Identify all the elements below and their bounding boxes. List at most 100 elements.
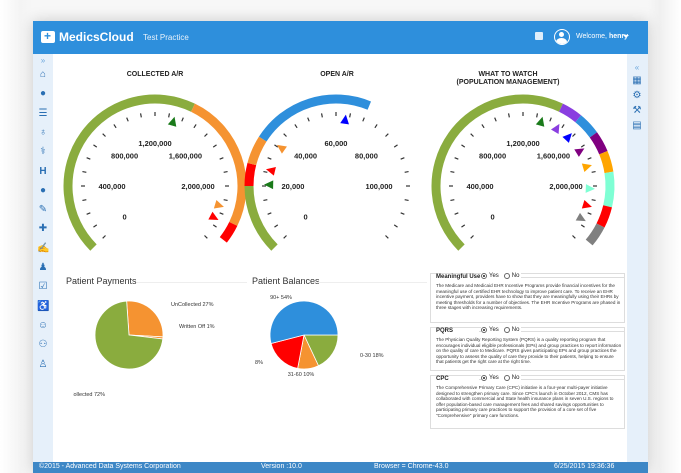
gauge-tick	[212, 224, 217, 228]
gauge-band	[244, 185, 278, 251]
gauge-label: 60,000	[325, 139, 348, 148]
gauge-label: 800,000	[479, 152, 506, 161]
collapse-sidebar-toggle[interactable]: «	[634, 63, 640, 72]
grid-icon[interactable]: ▦	[632, 75, 642, 86]
gauge-title-open-ar: OPEN A/R	[277, 71, 397, 79]
wheelchair-icon[interactable]: ♿	[37, 300, 50, 312]
radio-no-label[interactable]: No	[511, 273, 520, 279]
gauge-marker	[535, 116, 545, 127]
radio-yes[interactable]	[481, 327, 487, 333]
gauge-tick	[572, 133, 576, 137]
patient-payments-title: Patient Payments	[66, 276, 137, 286]
gauge-tick	[263, 199, 268, 202]
user-settings-icon[interactable]: ♟	[38, 262, 48, 273]
panel-text: The Medicare and Medicaid EHR Incentive …	[436, 283, 621, 311]
hospital-icon[interactable]: H	[39, 165, 47, 177]
document-edit-icon[interactable]: ☑	[38, 281, 48, 293]
gauge-tick	[454, 157, 459, 160]
gauge-tick	[549, 117, 552, 122]
gauge-tick	[294, 124, 298, 129]
gauge-title-what-to-watch: WHAT TO WATCH (POPULATION MANAGEMENT)	[443, 71, 573, 87]
panel-title: CPC	[435, 376, 450, 382]
expand-sidebar-toggle[interactable]: »	[40, 56, 46, 65]
pill-icon[interactable]: ●	[39, 184, 47, 196]
divider	[137, 282, 247, 283]
gauge-band	[219, 221, 238, 243]
baby-icon[interactable]: ☺	[37, 319, 49, 331]
radio-yes[interactable]	[481, 273, 487, 279]
family-icon[interactable]: ⚇	[38, 339, 48, 351]
surgery-bed-icon[interactable]: ⚕	[40, 146, 46, 158]
gauge-tick	[385, 235, 389, 239]
medical-kit-icon	[41, 29, 55, 43]
radio-no-label[interactable]: No	[511, 375, 520, 381]
gauge-label: 400,000	[466, 182, 493, 191]
gauge-title-line: WHAT TO WATCH	[478, 71, 538, 78]
gauge-tick	[263, 170, 268, 173]
gauge-tick	[307, 117, 310, 122]
app-window: MedicsCloud Test Practice Welcome, henry…	[33, 21, 648, 473]
list-icon[interactable]: ☰	[38, 107, 48, 119]
panel-text: The Comprehensive Primary Care (CPC) ini…	[436, 385, 614, 418]
gauge-label: 0	[304, 212, 308, 221]
gauge-tick	[267, 212, 272, 215]
gauge-tick	[283, 133, 287, 137]
radio-no[interactable]	[503, 273, 510, 279]
pie-label: Collected 72%	[73, 392, 105, 398]
book-icon[interactable]: ▤	[632, 120, 642, 131]
stethoscope-icon[interactable]: ♁	[39, 126, 47, 138]
radio-yes-label[interactable]: Yes	[489, 273, 499, 279]
radio-no[interactable]	[503, 327, 510, 333]
gears-icon[interactable]: ⚙	[632, 90, 642, 101]
gauge-label: 100,000	[365, 182, 392, 191]
home-icon[interactable]: ⌂	[39, 69, 47, 80]
gauge-tick	[385, 133, 389, 137]
wrench-icon[interactable]: ⚒	[632, 105, 642, 116]
gauge-tick	[470, 133, 474, 137]
gauge-marker	[550, 123, 560, 135]
gauge-band	[247, 136, 267, 166]
divider	[317, 282, 427, 283]
gauge-tick	[349, 113, 352, 118]
chevron-down-icon[interactable]	[623, 35, 629, 38]
practice-name[interactable]: Test Practice	[143, 33, 189, 42]
gauge-tick	[536, 113, 539, 118]
gauge-tick	[400, 212, 405, 215]
gauge-label: 400,000	[98, 182, 125, 191]
panel-title: Meaningful Use	[435, 274, 482, 280]
gauge-tick	[393, 144, 398, 148]
bandage-icon[interactable]: ✚	[38, 223, 48, 235]
radio-yes-label[interactable]: Yes	[489, 375, 499, 381]
gauge-tick	[212, 144, 217, 148]
radio-no[interactable]	[503, 375, 510, 381]
gauge-marker	[264, 180, 274, 190]
gauge-tick	[86, 157, 91, 160]
divider	[479, 379, 624, 380]
person-icon[interactable]: ♙	[38, 358, 48, 370]
divider	[479, 331, 624, 332]
avatar[interactable]	[554, 29, 570, 45]
pie-label: 31-60 10%	[288, 372, 315, 378]
gauge-marker	[575, 212, 586, 222]
gauge-title-collected-ar: COLLECTED A/R	[95, 71, 215, 79]
app-logo[interactable]: MedicsCloud	[41, 29, 134, 44]
welcome-user[interactable]: Welcome, henry	[576, 33, 628, 40]
patient-balances-title: Patient Balances	[252, 276, 320, 286]
radio-no-label[interactable]: No	[511, 327, 520, 333]
user-icon[interactable]: ●	[39, 88, 47, 100]
gauge-tick	[274, 224, 279, 228]
syringe-icon[interactable]: ✎	[38, 204, 48, 216]
gauge-tick	[591, 199, 596, 202]
pie-label: UnCollected 27%	[171, 302, 214, 308]
gauge-band	[596, 205, 612, 228]
gauge-tick	[461, 144, 466, 148]
gauge-tick	[102, 133, 106, 137]
gauge-tick	[168, 113, 171, 118]
radio-yes[interactable]	[481, 375, 487, 381]
radio-yes-label[interactable]: Yes	[489, 327, 499, 333]
version: Version :10.0	[261, 463, 302, 470]
gauge-marker	[581, 200, 592, 209]
calendar-icon[interactable]	[535, 32, 543, 40]
edit-note-icon[interactable]: ✍	[37, 242, 50, 254]
footer: ©2015 - Advanced Data Systems Corporatio…	[33, 462, 648, 473]
